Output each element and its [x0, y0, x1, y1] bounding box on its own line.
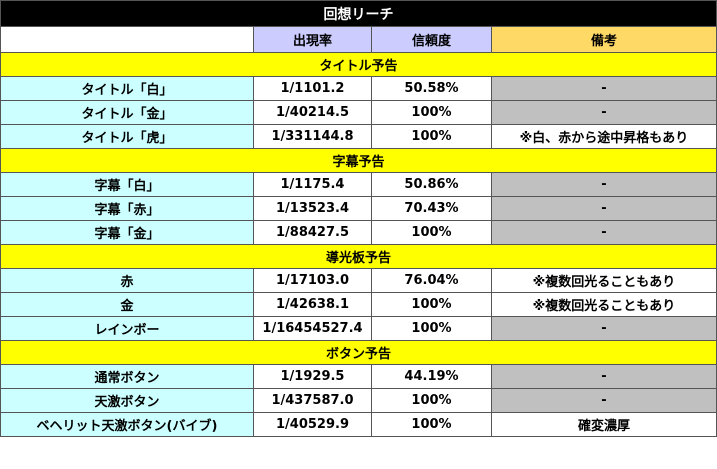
- table-row: ベヘリット天激ボタン(バイブ) 1/40529.9 100% 確変濃厚: [0, 412, 717, 437]
- note-cell: -: [491, 364, 717, 389]
- rate-cell: 1/331144.8: [253, 124, 372, 149]
- effect-name-cell: 赤: [0, 268, 254, 293]
- rate-cell: 1/40214.5: [253, 100, 372, 125]
- rate-cell: 1/1101.2: [253, 76, 372, 101]
- section-row: ボタン予告: [0, 340, 717, 365]
- section-row: 字幕予告: [0, 148, 717, 173]
- effect-name-cell: 字幕「金」: [0, 220, 254, 245]
- reliability-cell: 100%: [371, 388, 492, 413]
- effect-name-cell: 通常ボタン: [0, 364, 254, 389]
- reliability-cell: 44.19%: [371, 364, 492, 389]
- effect-name-cell: タイトル「白」: [0, 76, 254, 101]
- table-row: 天激ボタン 1/437587.0 100% -: [0, 388, 717, 413]
- header-rate: 出現率: [253, 26, 372, 53]
- section-title: ボタン予告: [0, 340, 717, 365]
- table-row: 字幕「赤」 1/13523.4 70.43% -: [0, 196, 717, 221]
- reliability-cell: 70.43%: [371, 196, 492, 221]
- reliability-cell: 100%: [371, 292, 492, 317]
- effect-name-cell: レインボー: [0, 316, 254, 341]
- reliability-cell: 100%: [371, 124, 492, 149]
- table-row: 通常ボタン 1/1929.5 44.19% -: [0, 364, 717, 389]
- note-cell: ※白、赤から途中昇格もあり: [491, 124, 717, 149]
- rate-cell: 1/437587.0: [253, 388, 372, 413]
- note-cell: -: [491, 76, 717, 101]
- rate-cell: 1/40529.9: [253, 412, 372, 437]
- reliability-cell: 100%: [371, 220, 492, 245]
- table-row: 赤 1/17103.0 76.04% ※複数回光ることもあり: [0, 268, 717, 293]
- note-cell: -: [491, 196, 717, 221]
- section-row: タイトル予告: [0, 52, 717, 77]
- rate-cell: 1/1175.4: [253, 172, 372, 197]
- reach-table: 回想リーチ 出現率 信頼度 備考 タイトル予告 タイトル「白」 1/1101.2 50…: [0, 0, 717, 437]
- section-title: タイトル予告: [0, 52, 717, 77]
- section-title: 導光板予告: [0, 244, 717, 269]
- table-row: 字幕「白」 1/1175.4 50.86% -: [0, 172, 717, 197]
- reliability-cell: 100%: [371, 412, 492, 437]
- reach-table-body: 回想リーチ 出現率 信頼度 備考 タイトル予告 タイトル「白」 1/1101.2 50…: [0, 0, 717, 437]
- section-title: 字幕予告: [0, 148, 717, 173]
- reliability-cell: 76.04%: [371, 268, 492, 293]
- rate-cell: 1/1929.5: [253, 364, 372, 389]
- table-row: 字幕「金」 1/88427.5 100% -: [0, 220, 717, 245]
- note-cell: ※複数回光ることもあり: [491, 268, 717, 293]
- table-row: タイトル「虎」 1/331144.8 100% ※白、赤から途中昇格もあり: [0, 124, 717, 149]
- note-cell: ※複数回光ることもあり: [491, 292, 717, 317]
- table-row: 金 1/42638.1 100% ※複数回光ることもあり: [0, 292, 717, 317]
- rate-cell: 1/16454527.4: [253, 316, 372, 341]
- note-cell: -: [491, 316, 717, 341]
- table-row: レインボー 1/16454527.4 100% -: [0, 316, 717, 341]
- effect-name-cell: タイトル「金」: [0, 100, 254, 125]
- effect-name-cell: 字幕「赤」: [0, 196, 254, 221]
- rate-cell: 1/17103.0: [253, 268, 372, 293]
- rate-cell: 1/13523.4: [253, 196, 372, 221]
- table-row: タイトル「金」 1/40214.5 100% -: [0, 100, 717, 125]
- note-cell: 確変濃厚: [491, 412, 717, 437]
- effect-name-cell: 字幕「白」: [0, 172, 254, 197]
- table-title-row: 回想リーチ: [0, 0, 717, 27]
- rate-cell: 1/88427.5: [253, 220, 372, 245]
- effect-name-cell: ベヘリット天激ボタン(バイブ): [0, 412, 254, 437]
- note-cell: -: [491, 100, 717, 125]
- header-blank-cell: [0, 26, 254, 53]
- effect-name-cell: タイトル「虎」: [0, 124, 254, 149]
- table-row: タイトル「白」 1/1101.2 50.58% -: [0, 76, 717, 101]
- section-row: 導光板予告: [0, 244, 717, 269]
- reliability-cell: 100%: [371, 100, 492, 125]
- header-reliability: 信頼度: [371, 26, 492, 53]
- note-cell: -: [491, 220, 717, 245]
- table-title: 回想リーチ: [0, 0, 717, 27]
- reliability-cell: 50.86%: [371, 172, 492, 197]
- note-cell: -: [491, 388, 717, 413]
- effect-name-cell: 天激ボタン: [0, 388, 254, 413]
- reliability-cell: 100%: [371, 316, 492, 341]
- reliability-cell: 50.58%: [371, 76, 492, 101]
- rate-cell: 1/42638.1: [253, 292, 372, 317]
- note-cell: -: [491, 172, 717, 197]
- header-row: 出現率 信頼度 備考: [0, 26, 717, 53]
- effect-name-cell: 金: [0, 292, 254, 317]
- header-note: 備考: [491, 26, 717, 53]
